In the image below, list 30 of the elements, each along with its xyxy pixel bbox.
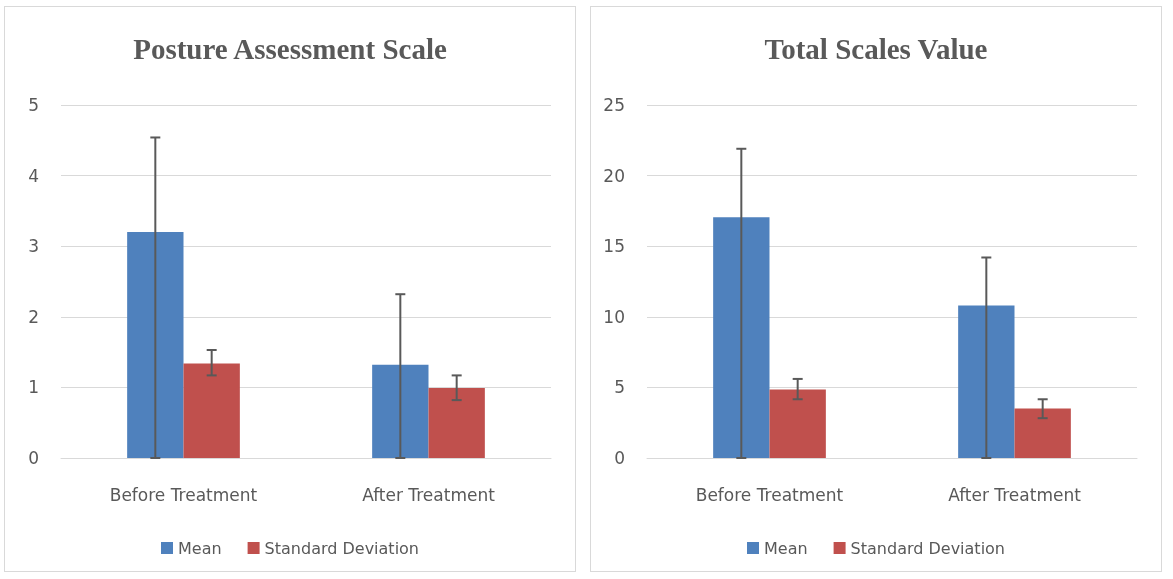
bar (958, 305, 1015, 458)
y-tick-label: 25 (603, 95, 625, 115)
chart-title: Posture Assessment Scale (133, 32, 447, 65)
x-tick-label: After Treatment (948, 484, 1082, 505)
legend-label: Standard Deviation (850, 538, 1005, 558)
y-tick-label: 15 (603, 236, 625, 257)
legend-label: Mean (764, 538, 808, 558)
y-tick-label: 10 (603, 306, 625, 327)
bar (183, 363, 240, 458)
bar (713, 217, 770, 458)
bar (428, 388, 485, 458)
chart-title: Total Scales Value (764, 32, 988, 65)
y-tick-label: 1 (28, 377, 39, 398)
y-tick-label: 0 (28, 448, 39, 468)
y-tick-label: 3 (28, 236, 39, 257)
x-tick-label: After Treatment (362, 484, 496, 505)
legend-label: Mean (178, 538, 222, 558)
y-tick-label: 20 (603, 165, 625, 186)
y-tick-label: 0 (614, 448, 625, 468)
bar (372, 364, 429, 458)
bar (1014, 408, 1071, 458)
y-tick-label: 2 (28, 306, 39, 327)
y-tick-label: 5 (614, 377, 625, 398)
legend-label: Standard Deviation (264, 538, 419, 558)
x-tick-label: Before Treatment (695, 484, 844, 505)
y-tick-label: 5 (28, 95, 39, 115)
bar (127, 232, 184, 458)
y-tick-label: 4 (28, 165, 39, 186)
bar (769, 389, 826, 458)
x-tick-label: Before Treatment (109, 484, 258, 505)
